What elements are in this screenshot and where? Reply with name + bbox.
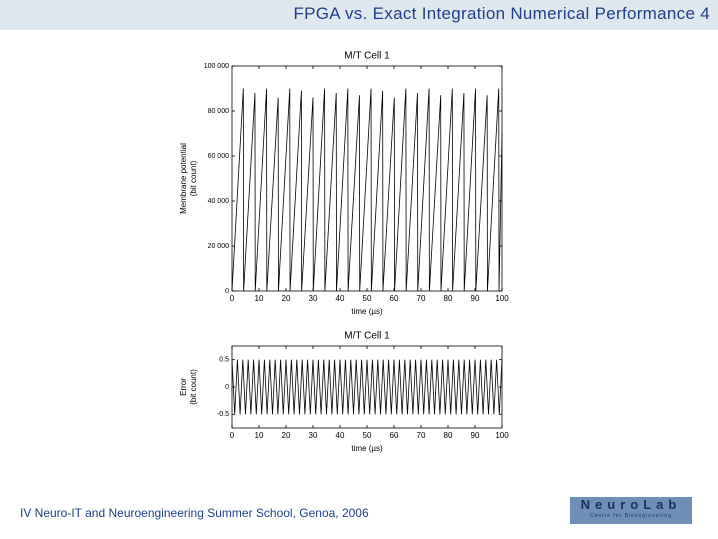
x-tick-label: 80: [444, 431, 453, 440]
y-tick-label: 60 000: [208, 153, 230, 160]
x-tick-label: 90: [471, 294, 480, 303]
x-tick-label: 70: [417, 431, 426, 440]
y-axis-label: Error: [179, 378, 188, 396]
y-tick-label: 100 000: [204, 63, 229, 70]
data-line: [231, 359, 503, 415]
y-tick-label: 0: [225, 384, 229, 391]
x-tick-label: 50: [363, 431, 372, 440]
x-tick-label: 70: [417, 294, 426, 303]
y-axis-label: (bit count): [189, 160, 198, 196]
x-tick-label: 50: [363, 294, 372, 303]
data-line: [231, 88, 503, 292]
plot-frame: [231, 345, 503, 429]
x-tick-label: 30: [309, 431, 318, 440]
x-tick-label: 30: [309, 294, 318, 303]
slide-title: FPGA vs. Exact Integration Numerical Per…: [293, 4, 710, 23]
chart-title: M/T Cell 1: [344, 51, 390, 62]
y-axis-label: (bit count): [189, 369, 198, 405]
x-tick-label: 20: [282, 431, 291, 440]
x-tick-label: 0: [230, 431, 235, 440]
y-tick-label: 0.5: [219, 357, 229, 364]
x-tick-label: 80: [444, 294, 453, 303]
x-tick-label: 90: [471, 431, 480, 440]
logo: NeuroLab Centre for Bioengineering: [570, 497, 692, 524]
y-tick-label: 40 000: [208, 198, 230, 205]
x-tick-label: 40: [336, 431, 345, 440]
logo-subtitle: Centre for Bioengineering: [590, 513, 672, 519]
y-tick-label: 80 000: [208, 108, 230, 115]
x-tick-label: 40: [336, 294, 345, 303]
y-tick-label: -0.5: [217, 411, 229, 418]
x-tick-label: 10: [255, 431, 264, 440]
x-tick-label: 60: [390, 431, 399, 440]
x-tick-label: 0: [230, 294, 235, 303]
x-tick-label: 10: [255, 294, 264, 303]
footer-text: IV Neuro-IT and Neuroengineering Summer …: [20, 506, 369, 520]
y-tick-label: 0: [225, 288, 229, 295]
x-tick-label: 20: [282, 294, 291, 303]
chart-title: M/T Cell 1: [344, 331, 390, 342]
header-bar: FPGA vs. Exact Integration Numerical Per…: [0, 0, 718, 30]
logo-name: NeuroLab: [580, 497, 682, 512]
y-tick-label: 20 000: [208, 243, 230, 250]
x-tick-label: 100: [495, 431, 509, 440]
x-tick-label: 60: [390, 294, 399, 303]
x-axis-label: time (µs): [351, 444, 383, 453]
plot-frame: [231, 65, 503, 292]
y-axis-label: Membrane potential: [179, 143, 188, 214]
x-tick-label: 100: [495, 294, 509, 303]
x-axis-label: time (µs): [351, 307, 383, 316]
